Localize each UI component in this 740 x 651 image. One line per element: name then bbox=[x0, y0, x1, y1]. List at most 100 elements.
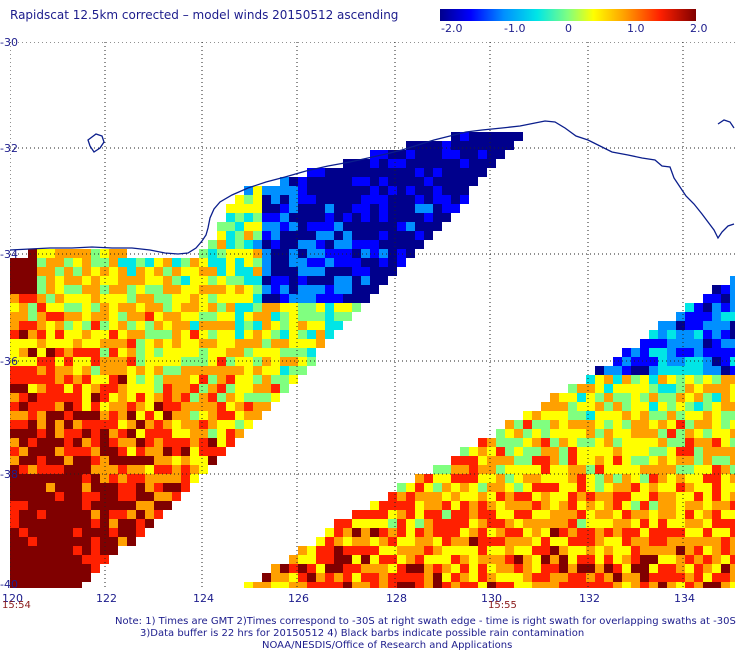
swath-cell bbox=[361, 294, 370, 303]
swath-cell bbox=[667, 573, 676, 582]
swath-cell bbox=[37, 393, 46, 402]
swath-cell bbox=[604, 411, 613, 420]
swath-cell bbox=[424, 177, 433, 186]
swath-cell bbox=[199, 312, 208, 321]
swath-cell bbox=[280, 258, 289, 267]
swath-cell bbox=[334, 285, 343, 294]
swath-cell bbox=[730, 492, 735, 501]
swath-cell bbox=[343, 258, 352, 267]
swath-cell bbox=[181, 303, 190, 312]
swath-cell bbox=[280, 204, 289, 213]
swath-cell bbox=[703, 438, 712, 447]
swath-cell bbox=[532, 438, 541, 447]
swath-cell bbox=[730, 537, 735, 546]
swath-cell bbox=[388, 555, 397, 564]
swath-cell bbox=[541, 546, 550, 555]
swath-cell bbox=[568, 474, 577, 483]
swath-cell bbox=[676, 483, 685, 492]
swath-cell bbox=[406, 240, 415, 249]
swath-cell bbox=[415, 159, 424, 168]
swath-cell bbox=[154, 267, 163, 276]
swath-cell bbox=[46, 573, 55, 582]
swath-cell bbox=[235, 294, 244, 303]
swath-cell bbox=[307, 276, 316, 285]
swath-cell bbox=[235, 195, 244, 204]
swath-cell bbox=[433, 204, 442, 213]
swath-cell bbox=[28, 420, 37, 429]
swath-cell bbox=[226, 384, 235, 393]
swath-cell bbox=[253, 213, 262, 222]
swath-cell bbox=[397, 573, 406, 582]
swath-cell bbox=[217, 303, 226, 312]
swath-cell bbox=[667, 321, 676, 330]
swath-cell bbox=[712, 537, 721, 546]
swath-cell bbox=[109, 339, 118, 348]
swath-cell bbox=[721, 429, 730, 438]
swath-cell bbox=[667, 375, 676, 384]
swath-cell bbox=[505, 546, 514, 555]
swath-cell bbox=[145, 330, 154, 339]
swath-cell bbox=[622, 456, 631, 465]
swath-cell bbox=[280, 339, 289, 348]
swath-cell bbox=[37, 483, 46, 492]
swath-cell bbox=[595, 366, 604, 375]
swath-cell bbox=[136, 393, 145, 402]
swath-cell bbox=[667, 465, 676, 474]
swath-cell bbox=[10, 537, 19, 546]
swath-cell bbox=[595, 447, 604, 456]
lon-label: 128 bbox=[386, 592, 407, 605]
swath-cell bbox=[325, 249, 334, 258]
swath-cell bbox=[163, 393, 172, 402]
swath-cell bbox=[667, 510, 676, 519]
swath-cell bbox=[118, 492, 127, 501]
swath-cell bbox=[55, 555, 64, 564]
swath-cell bbox=[361, 168, 370, 177]
swath-cell bbox=[19, 447, 28, 456]
swath-cell bbox=[424, 555, 433, 564]
swath-cell bbox=[703, 510, 712, 519]
swath-cell bbox=[541, 573, 550, 582]
swath-cell bbox=[253, 303, 262, 312]
swath-cell bbox=[523, 510, 532, 519]
swath-cell bbox=[658, 537, 667, 546]
swath-cell bbox=[487, 456, 496, 465]
swath-cell bbox=[379, 276, 388, 285]
swath-cell bbox=[91, 546, 100, 555]
swath-cell bbox=[514, 447, 523, 456]
swath-cell bbox=[487, 492, 496, 501]
swath-cell bbox=[82, 294, 91, 303]
swath-cell bbox=[361, 267, 370, 276]
swath-cell bbox=[550, 483, 559, 492]
swath-cell bbox=[10, 492, 19, 501]
swath-cell bbox=[100, 285, 109, 294]
swath-cell bbox=[460, 456, 469, 465]
swath-cell bbox=[190, 258, 199, 267]
swath-cell bbox=[541, 564, 550, 573]
swath-cell bbox=[712, 384, 721, 393]
swath-cell bbox=[622, 483, 631, 492]
swath-cell bbox=[154, 501, 163, 510]
swath-cell bbox=[604, 447, 613, 456]
swath-cell bbox=[91, 429, 100, 438]
swath-cell bbox=[253, 321, 262, 330]
swath-cell bbox=[280, 294, 289, 303]
swath-cell bbox=[37, 474, 46, 483]
swath-cell bbox=[37, 366, 46, 375]
swath-cell bbox=[586, 537, 595, 546]
swath-cell bbox=[271, 384, 280, 393]
swath-cell bbox=[460, 447, 469, 456]
swath-cell bbox=[685, 555, 694, 564]
swath-cell bbox=[334, 537, 343, 546]
swath-cell bbox=[694, 483, 703, 492]
swath-cell bbox=[127, 312, 136, 321]
swath-cell bbox=[199, 294, 208, 303]
swath-cell bbox=[28, 348, 37, 357]
swath-cell bbox=[613, 411, 622, 420]
swath-cell bbox=[658, 366, 667, 375]
swath-cell bbox=[532, 537, 541, 546]
swath-cell bbox=[442, 537, 451, 546]
swath-cell bbox=[82, 402, 91, 411]
swath-cell bbox=[640, 375, 649, 384]
swath-cell bbox=[415, 222, 424, 231]
swath-cell bbox=[370, 204, 379, 213]
